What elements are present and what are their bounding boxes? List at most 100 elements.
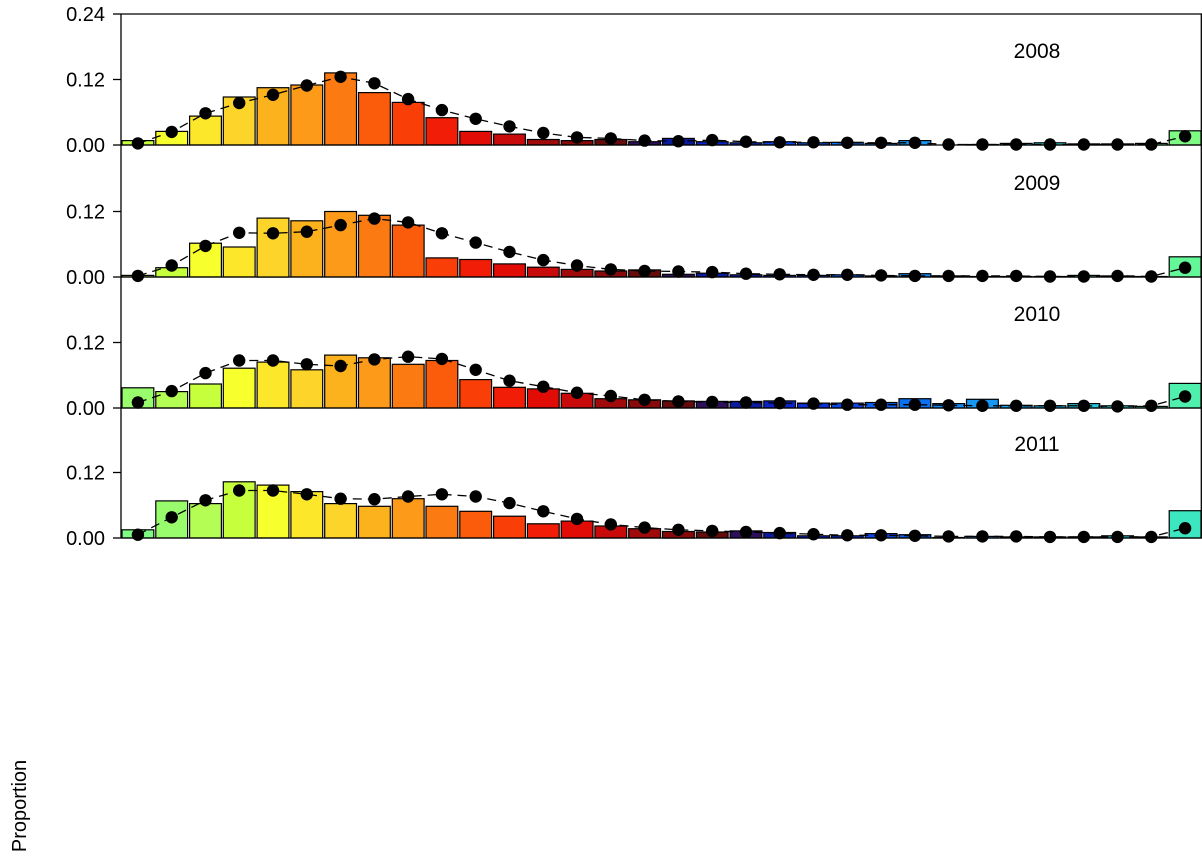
bar-2010-12 <box>493 386 527 409</box>
predicted-point-2010-2 <box>165 384 178 398</box>
predicted-point-2009-2 <box>165 259 178 272</box>
predicted-point-2011-3 <box>199 494 212 507</box>
predicted-point-2010-20 <box>773 396 786 410</box>
year-label-2011: 2011 <box>1014 433 1059 456</box>
predicted-point-2011-14 <box>570 512 584 526</box>
year-label-2010: 2010 <box>1014 303 1061 326</box>
y-tick-label-2010-0.12: 0.12 <box>66 333 105 355</box>
predicted-point-2009-9 <box>401 216 415 229</box>
predicted-point-2008-11 <box>469 112 482 126</box>
bar-2010-11 <box>459 379 493 409</box>
bar-2011-12 <box>493 515 527 539</box>
predicted-point-2011-10 <box>435 488 449 501</box>
predicted-point-2011-26 <box>976 530 989 543</box>
predicted-point-2011-1 <box>131 528 145 541</box>
bar-2011-7 <box>324 503 358 539</box>
predicted-point-2010-29 <box>1077 399 1091 412</box>
bar-2008-8 <box>357 91 391 146</box>
predicted-point-2011-21 <box>807 528 820 541</box>
bar-2008-12 <box>493 133 527 146</box>
bar-2011-10 <box>425 505 459 539</box>
bar-2008-10 <box>425 117 459 146</box>
predicted-point-2008-24 <box>908 136 922 149</box>
predicted-point-2011-31 <box>1145 530 1158 544</box>
predicted-point-2008-2 <box>165 125 178 139</box>
bar-2011-11 <box>459 510 493 539</box>
y-tick-label-2011-0.00: 0.00 <box>66 528 105 550</box>
predicted-point-2008-20 <box>773 136 786 149</box>
predicted-point-2009-15 <box>604 263 617 276</box>
bar-2011-9 <box>391 498 425 539</box>
predicted-point-2008-5 <box>266 88 280 102</box>
bar-2011-8 <box>357 505 391 539</box>
bar-2011-3 <box>189 503 223 539</box>
predicted-point-2011-30 <box>1111 530 1124 544</box>
predicted-point-2010-28 <box>1043 399 1057 412</box>
predicted-point-2011-7 <box>334 492 347 505</box>
predicted-point-2011-19 <box>739 525 753 539</box>
predicted-point-2010-19 <box>739 396 753 409</box>
predicted-point-2008-21 <box>807 136 820 149</box>
predicted-point-2011-8 <box>368 493 381 506</box>
bar-2009-5 <box>256 217 290 278</box>
predicted-point-2010-6 <box>300 358 313 371</box>
predicted-point-2010-24 <box>908 398 922 411</box>
panel-2008: 2008 0.24 0.12 0.00 <box>66 4 1202 157</box>
bar-2009-4 <box>222 246 256 278</box>
bar-2011-13 <box>526 523 560 539</box>
predicted-point-2008-9 <box>401 92 415 106</box>
y-tick-label-2009-0.12: 0.12 <box>66 202 105 224</box>
bar-2008-6 <box>290 84 324 146</box>
predicted-point-2011-18 <box>706 524 719 538</box>
bar-2010-5 <box>256 361 290 409</box>
predicted-point-2011-4 <box>233 484 246 497</box>
predicted-point-2008-23 <box>874 136 888 149</box>
predicted-point-2009-25 <box>942 269 955 283</box>
predicted-point-2009-6 <box>300 225 313 238</box>
predicted-point-2009-30 <box>1111 269 1124 283</box>
y-tick-label-2011-0.12: 0.12 <box>66 463 105 485</box>
predicted-point-2008-14 <box>570 131 584 144</box>
predicted-point-2008-13 <box>537 126 550 140</box>
predicted-point-2009-17 <box>672 265 685 278</box>
predicted-point-2010-11 <box>469 363 482 376</box>
predicted-point-2008-19 <box>739 135 753 148</box>
predicted-point-2009-18 <box>706 265 719 279</box>
predicted-point-2011-12 <box>503 496 516 510</box>
bar-2008-11 <box>459 130 493 146</box>
y-tick-label-2008-0.24: 0.24 <box>66 4 105 26</box>
bar-2010-9 <box>391 363 425 409</box>
predicted-point-2011-15 <box>604 518 617 531</box>
predicted-point-2008-18 <box>706 133 719 147</box>
predicted-point-2011-9 <box>401 490 415 503</box>
predicted-point-2008-3 <box>199 107 212 120</box>
predicted-point-2009-5 <box>266 227 280 240</box>
predicted-point-2009-16 <box>638 264 651 278</box>
bar-2009-11 <box>459 258 493 278</box>
panel-2009: 2009 0.12 0.00 <box>66 172 1202 289</box>
predicted-point-2009-11 <box>469 236 482 249</box>
predicted-point-2011-13 <box>537 505 550 518</box>
predicted-point-2008-12 <box>503 120 516 133</box>
predicted-point-2010-16 <box>638 393 651 406</box>
predicted-point-2009-26 <box>976 269 989 283</box>
predicted-point-2008-8 <box>368 77 381 90</box>
predicted-point-2010-30 <box>1111 400 1124 413</box>
predicted-point-2009-7 <box>334 218 347 232</box>
bar-2009-10 <box>425 257 459 278</box>
predicted-point-2009-8 <box>368 212 381 225</box>
predicted-point-2008-32 <box>1178 130 1192 143</box>
predicted-point-2008-4 <box>233 96 246 110</box>
predicted-point-2009-14 <box>570 259 584 272</box>
predicted-point-2011-2 <box>165 511 178 524</box>
predicted-point-2011-24 <box>908 529 922 542</box>
panel-2010: 2010 0.12 0.00 <box>66 303 1202 420</box>
predicted-point-2010-7 <box>334 359 347 373</box>
predicted-point-2010-14 <box>570 386 584 399</box>
panel-2011: 2011 0.12 0.00 <box>66 433 1202 550</box>
predicted-point-2010-8 <box>368 353 381 366</box>
predicted-point-2010-23 <box>874 398 888 411</box>
predicted-point-2008-22 <box>841 136 854 149</box>
predicted-point-2010-1 <box>131 396 145 409</box>
